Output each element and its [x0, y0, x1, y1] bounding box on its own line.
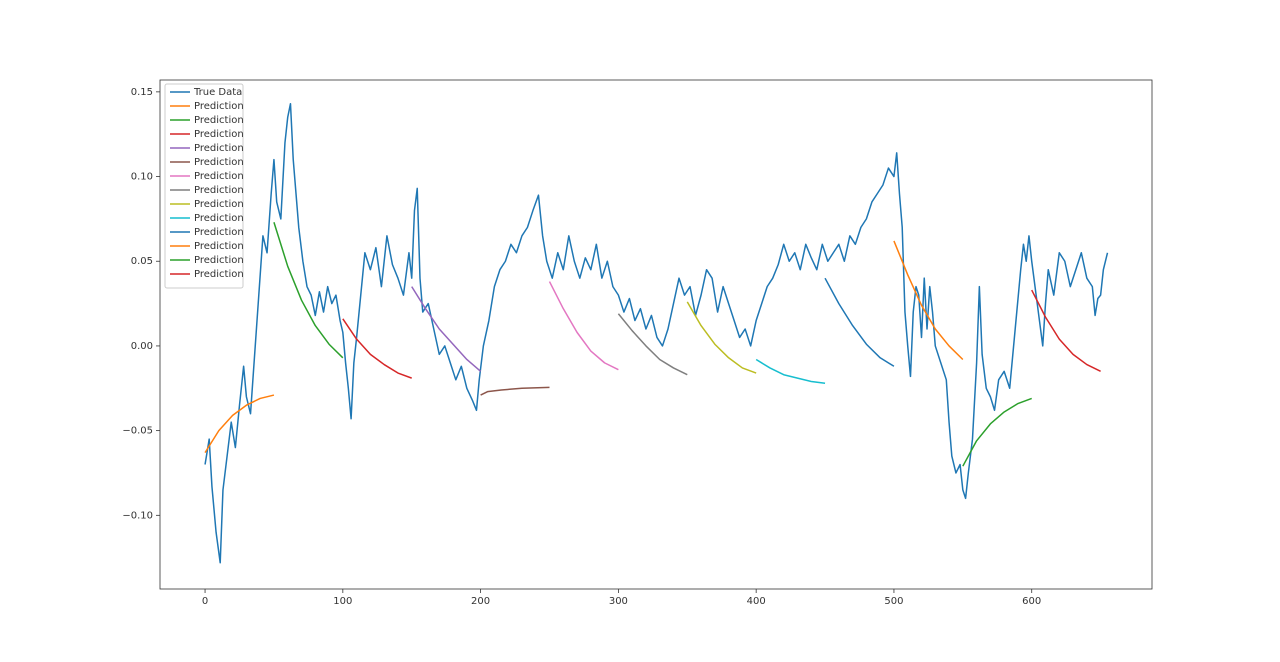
- legend-label: Prediction: [194, 143, 244, 154]
- y-tick-label: 0.05: [131, 256, 153, 267]
- series-line: [204, 394, 275, 454]
- legend-label: Prediction: [194, 157, 244, 168]
- series-line: [686, 301, 757, 374]
- x-tick-label: 400: [747, 596, 766, 607]
- y-tick-label: −0.10: [122, 510, 153, 521]
- series-line: [480, 386, 550, 396]
- x-tick-label: 0: [202, 596, 208, 607]
- series-line: [617, 313, 688, 376]
- legend-label: True Data: [193, 87, 242, 98]
- x-tick-label: 300: [609, 596, 628, 607]
- y-tick-label: 0.10: [131, 172, 153, 183]
- y-tick-label: 0.00: [131, 341, 153, 352]
- series-line: [411, 286, 482, 372]
- legend-label: Prediction: [194, 255, 244, 266]
- legend-label: Prediction: [194, 241, 244, 252]
- x-tick-label: 200: [471, 596, 490, 607]
- x-tick-label: 100: [333, 596, 352, 607]
- series-line: [962, 397, 1032, 467]
- series-line: [204, 102, 1109, 564]
- legend: True Data Prediction Prediction Prediction P…: [164, 83, 244, 289]
- legend-label: Prediction: [194, 185, 244, 196]
- legend-label: Prediction: [194, 269, 244, 280]
- series-line: [342, 318, 412, 379]
- legend-label: Prediction: [194, 115, 244, 126]
- plot-frame: [159, 79, 1153, 590]
- series-line: [824, 277, 895, 367]
- legend-label: Prediction: [194, 101, 244, 112]
- legend-label: Prediction: [194, 213, 244, 224]
- series-line: [1031, 289, 1101, 373]
- legend-label: Prediction: [194, 227, 244, 238]
- series-line: [273, 222, 344, 359]
- legend-label: Prediction: [194, 199, 244, 210]
- x-tick-label: 500: [884, 596, 903, 607]
- series-line: [548, 281, 619, 371]
- legend-label: Prediction: [194, 129, 244, 140]
- series-line: [893, 240, 964, 361]
- y-tick-label: −0.05: [122, 426, 153, 437]
- legend-label: Prediction: [194, 171, 244, 182]
- legend-box: [164, 83, 244, 289]
- y-tick-label: 0.15: [131, 87, 153, 98]
- series-line: [755, 358, 826, 384]
- x-tick-label: 600: [1022, 596, 1041, 607]
